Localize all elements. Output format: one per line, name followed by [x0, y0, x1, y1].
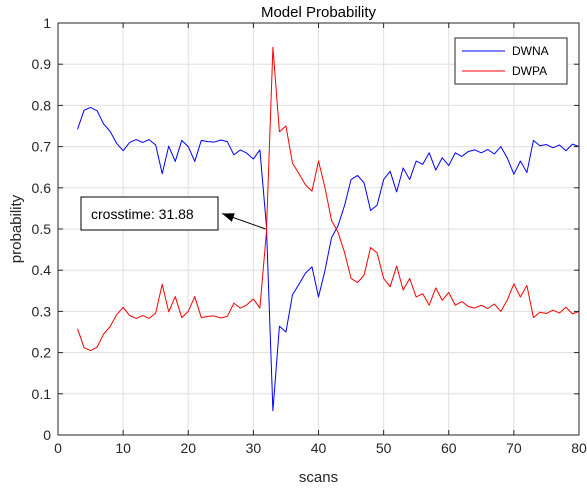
x-tick-label: 10 — [115, 440, 131, 456]
y-tick-label: 0.2 — [32, 345, 52, 361]
x-tick-label: 40 — [311, 440, 327, 456]
y-tick-label: 1 — [43, 15, 51, 31]
x-tick-label: 20 — [180, 440, 196, 456]
legend-box — [454, 37, 568, 85]
y-tick-label: 0.5 — [32, 221, 52, 237]
y-tick-label: 0.8 — [32, 97, 52, 113]
grid — [57, 22, 580, 436]
annotation-arrow-head-icon — [222, 213, 235, 222]
x-tick-label: 70 — [506, 440, 522, 456]
y-tick-label: 0.7 — [32, 139, 52, 155]
x-tick-label: 0 — [54, 440, 62, 456]
y-tick-label: 0.6 — [32, 180, 52, 196]
series-layer — [77, 46, 580, 412]
y-tick-label: 0 — [43, 427, 51, 443]
y-axis-label: probability — [8, 194, 25, 263]
y-tick-label: 0.9 — [32, 56, 52, 72]
chart-title: Model Probability — [261, 4, 377, 21]
x-tick-label: 50 — [376, 440, 392, 456]
annotation-box — [80, 196, 219, 231]
x-axis-label: scans — [299, 469, 338, 486]
crosstime-annotation: crosstime: 31.88 — [80, 196, 266, 231]
series-line-dwna — [77, 106, 580, 412]
series-line-dwpa — [77, 46, 580, 352]
annotation-text: crosstime: 31.88 — [91, 206, 194, 222]
legend: DWNA DWPA — [454, 37, 568, 85]
legend-label-dwna: DWNA — [512, 44, 549, 58]
y-tick-label: 0.3 — [32, 303, 52, 319]
ticks: 0 10 20 30 40 50 60 70 80 0 0.1 0.2 0.3 0.4 0.5 0.6 0.7 0… — [32, 15, 587, 456]
x-tick-label: 80 — [571, 440, 587, 456]
legend-label-dwpa: DWPA — [512, 64, 547, 78]
y-tick-label: 0.1 — [32, 386, 52, 402]
y-tick-label: 0.4 — [32, 262, 52, 278]
x-tick-label: 60 — [441, 440, 457, 456]
x-tick-label: 30 — [246, 440, 262, 456]
